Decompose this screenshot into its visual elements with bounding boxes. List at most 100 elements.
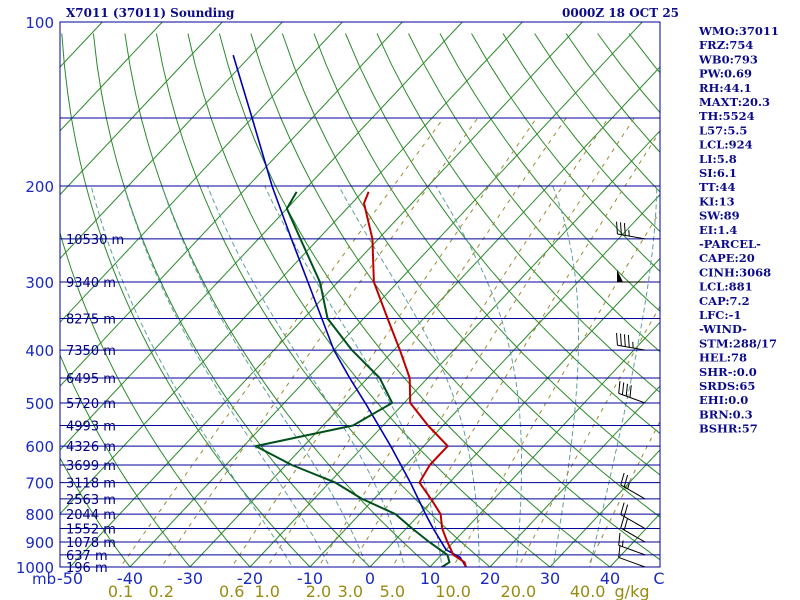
dry-adiabat-line xyxy=(155,33,491,567)
temperature-tick-label: -20 xyxy=(237,569,263,588)
pressure-tick-label: 900 xyxy=(25,534,54,552)
temperature-tick-label: 30 xyxy=(540,569,560,588)
mixing-ratio-label: 0.1 xyxy=(108,582,133,600)
wind-barbs xyxy=(616,221,646,568)
temperature-tick-label: -30 xyxy=(177,569,203,588)
isotherm-line xyxy=(69,22,583,567)
moist-adiabat-line xyxy=(90,185,293,567)
mixing-ratio-label: 1.0 xyxy=(254,582,279,600)
isotherm-line xyxy=(60,22,343,324)
height-label: 637 m xyxy=(66,549,108,564)
mixing-ratio-label: 5.0 xyxy=(380,582,405,600)
moist-adiabat-line xyxy=(264,185,443,567)
sounding-profiles xyxy=(232,54,467,567)
wind-barb xyxy=(616,221,646,240)
index-line: MAXT:20.3 xyxy=(699,95,770,109)
wind-barb-full xyxy=(618,545,621,558)
chart-title: X7011 (37011) Sounding xyxy=(66,6,235,20)
wind-barb-full xyxy=(625,383,628,397)
index-line: LCL:924 xyxy=(699,138,753,152)
index-line: SW:89 xyxy=(699,209,740,223)
index-line: RH:44.1 xyxy=(699,81,752,95)
moist-adiabat-line xyxy=(552,185,579,567)
temperature-tick-label: 0 xyxy=(365,569,375,588)
dry-adiabat-line xyxy=(281,33,660,518)
wind-barb-half xyxy=(627,482,630,490)
index-line: LCL:881 xyxy=(699,280,753,294)
height-label: 2563 m xyxy=(66,493,116,508)
mixing-ratio-label: 0.2 xyxy=(149,582,174,600)
wind-barb-staff xyxy=(618,392,646,404)
wind-barb-half xyxy=(621,540,624,547)
isotherm-line xyxy=(369,257,660,567)
index-line: CINH:3068 xyxy=(699,265,771,279)
index-line: FRZ:754 xyxy=(699,38,753,52)
index-line: -WIND- xyxy=(699,322,747,336)
sounding-time: 0000Z 18 OCT 25 xyxy=(562,6,679,20)
wind-barb-full xyxy=(616,332,618,346)
index-line: PW:0.69 xyxy=(699,67,752,81)
wind-barb xyxy=(618,532,646,556)
isotherm-line xyxy=(429,321,660,567)
wind-barb-full xyxy=(620,516,625,529)
wind-barb xyxy=(618,545,646,568)
wind-barb xyxy=(620,472,646,500)
wind-barb-full xyxy=(623,334,626,347)
pressure-tick-label: 700 xyxy=(25,475,54,493)
mixing-ratio-label: 40.0 xyxy=(570,582,606,600)
height-label: 4326 m xyxy=(66,440,116,455)
wind-barb-full xyxy=(616,221,618,235)
wind-barb-full xyxy=(623,504,629,517)
height-label: 7350 m xyxy=(66,344,116,359)
mixing-ratio-label: 3.0 xyxy=(338,582,363,600)
height-label: 1078 m xyxy=(66,536,116,551)
index-line: HEL:78 xyxy=(699,351,747,365)
height-label: 3118 m xyxy=(66,477,116,492)
height-label: 10530 m xyxy=(66,233,124,248)
height-label: 5720 m xyxy=(66,397,116,412)
isotherm-line xyxy=(129,22,643,567)
wind-barb-full xyxy=(618,381,621,394)
dry-adiabat-line xyxy=(187,33,551,567)
wind-barb xyxy=(616,332,646,351)
index-line: CAP:7.2 xyxy=(699,294,750,308)
pressure-tick-label: 100 xyxy=(25,14,54,32)
height-label: 4993 m xyxy=(66,419,116,434)
pressure-unit-label: mb xyxy=(32,570,56,588)
height-label: 2044 m xyxy=(66,508,116,523)
wind-barb-full xyxy=(623,474,629,488)
isotherm-line xyxy=(489,385,660,567)
index-line: WB0:793 xyxy=(698,52,758,66)
wind-barb-staff xyxy=(617,233,646,240)
index-line: CAPE:20 xyxy=(699,251,755,265)
wind-barb-full xyxy=(621,382,625,395)
dewpoint-profile-line xyxy=(254,191,451,567)
wind-barb-staff xyxy=(620,484,646,500)
isotherm-line xyxy=(60,22,163,132)
mixing-ratio-line xyxy=(231,117,538,567)
dry-adiabat-line xyxy=(60,456,131,567)
temperature-tick-label: 20 xyxy=(480,569,500,588)
index-line: SI:6.1 xyxy=(699,166,737,180)
height-label: 8275 m xyxy=(66,313,116,328)
isotherm-line xyxy=(249,130,660,567)
index-line: L57:5.5 xyxy=(699,123,747,137)
mixing-ratio-unit-label: g/kg xyxy=(615,582,650,600)
temperature-tick-label: -10 xyxy=(297,569,323,588)
temperature-tick-label: -50 xyxy=(57,569,83,588)
wind-barb-staff xyxy=(620,527,646,543)
isotherm-line xyxy=(549,449,660,567)
wind-barb-staff xyxy=(618,544,646,556)
index-line: SHR-:0.0 xyxy=(699,365,757,379)
dry-adiabat-line xyxy=(218,33,611,567)
height-label: 1552 m xyxy=(66,523,116,538)
wind-barb xyxy=(620,516,646,543)
wind-barb-flag xyxy=(617,270,623,283)
background-grid xyxy=(60,22,660,567)
wind-barb-full xyxy=(620,472,625,486)
moist-adiabat-line xyxy=(161,185,368,567)
height-label: 6495 m xyxy=(66,372,116,387)
wind-barb xyxy=(620,502,646,529)
